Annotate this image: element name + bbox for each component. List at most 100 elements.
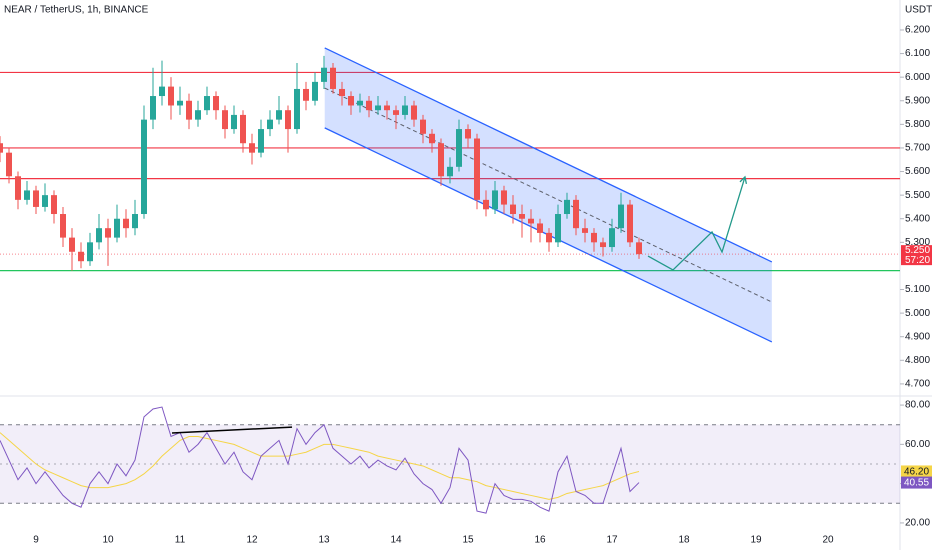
candle-body [402, 105, 408, 115]
candle-body [573, 199, 579, 229]
y-axis-label: USDT [905, 5, 932, 16]
candle-body [195, 110, 201, 120]
candle-body [6, 152, 12, 177]
candle-body [267, 119, 273, 130]
candle-body [546, 232, 552, 243]
candle-body [591, 232, 597, 243]
chart-title: NEAR / TetherUS, 1h, BINANCE [4, 5, 149, 16]
y-tick-label: 5.000 [905, 308, 930, 319]
candle-body [375, 105, 381, 111]
candle-body [42, 195, 48, 207]
x-tick-label: 13 [318, 535, 330, 546]
x-tick-label: 19 [750, 535, 762, 546]
last-value-label: 40.55 [904, 478, 929, 489]
candle-body [348, 96, 354, 106]
candle-body [123, 218, 129, 229]
y-tick-label: 20.00 [905, 518, 930, 529]
x-tick-label: 12 [246, 535, 258, 546]
y-tick-label: 5.800 [905, 119, 930, 130]
x-tick-label: 10 [102, 535, 114, 546]
x-tick-label: 20 [822, 535, 834, 546]
candle-body [0, 143, 3, 153]
candle-body [312, 81, 318, 101]
last-value-label: 46.20 [904, 467, 929, 478]
candle-body [519, 214, 525, 219]
candle-body [384, 105, 390, 111]
divergence-line [171, 426, 293, 434]
rsi-line [0, 406, 640, 514]
candle-body [609, 228, 615, 248]
candle-body [87, 242, 93, 262]
candle-body [213, 96, 219, 111]
y-tick-label: 60.00 [905, 439, 930, 450]
y-tick-label: 4.900 [905, 331, 930, 342]
y-tick-label: 6.200 [905, 25, 930, 36]
last-price-box [901, 245, 932, 266]
candle-body [240, 114, 246, 144]
candle-body [510, 204, 516, 215]
y-tick-label: 5.700 [905, 143, 930, 154]
candle-body [330, 67, 336, 89]
y-tick-label: 6.000 [905, 72, 930, 83]
x-tick-label: 9 [33, 535, 39, 546]
candle-body [141, 119, 147, 215]
candle-body [420, 119, 426, 134]
candle-body [393, 110, 399, 115]
candle-body [321, 67, 327, 82]
candle-body [483, 199, 489, 210]
candle-body [285, 110, 291, 130]
candle-body [24, 190, 30, 200]
candle-body [555, 214, 561, 243]
candle-body [474, 138, 480, 200]
candle-body [69, 237, 75, 252]
y-tick-label: 80.00 [905, 400, 930, 411]
candle-body [582, 228, 588, 233]
candle-body [636, 242, 642, 255]
candle-body [465, 129, 471, 139]
candle-body [303, 88, 309, 101]
candle-body [627, 204, 633, 243]
candle-body [276, 110, 282, 120]
last-value-box [901, 476, 932, 489]
rsi-line [0, 432, 640, 500]
candle-body [150, 96, 156, 120]
candle-body [105, 228, 111, 238]
candle-body [33, 190, 39, 207]
candle-body [492, 190, 498, 210]
projection-path [647, 176, 746, 271]
candle-body [447, 166, 453, 177]
candle-body [537, 223, 543, 233]
candle-body [96, 228, 102, 243]
candle-body [339, 88, 345, 97]
channel-upper [324, 47, 773, 263]
candle-body [51, 195, 57, 215]
x-tick-label: 15 [462, 535, 474, 546]
projection-arrowhead [739, 175, 748, 184]
candle-body [204, 96, 210, 111]
candle-body [78, 251, 84, 262]
candle-body [429, 133, 435, 144]
candle-body [366, 100, 372, 111]
candle-body [231, 114, 237, 130]
candle-body [564, 199, 570, 215]
candle-body [186, 100, 192, 120]
y-tick-label: 5.100 [905, 284, 930, 295]
candle-body [501, 190, 507, 205]
candle-body [168, 86, 174, 106]
candle-body [600, 242, 606, 248]
candle-body [159, 86, 165, 97]
y-tick-label: 4.700 [905, 379, 930, 390]
y-tick-label: 4.800 [905, 355, 930, 366]
last-value-box [901, 465, 932, 478]
y-tick-label: 5.400 [905, 213, 930, 224]
x-tick-label: 11 [175, 535, 186, 546]
countdown-label: 57:20 [905, 255, 930, 266]
candle-body [618, 204, 624, 229]
candle-body [222, 110, 228, 130]
channel-middle [324, 87, 773, 303]
x-tick-label: 17 [606, 535, 618, 546]
y-tick-label: 5.600 [905, 166, 930, 177]
last-price-label: 5.250 [905, 245, 930, 256]
